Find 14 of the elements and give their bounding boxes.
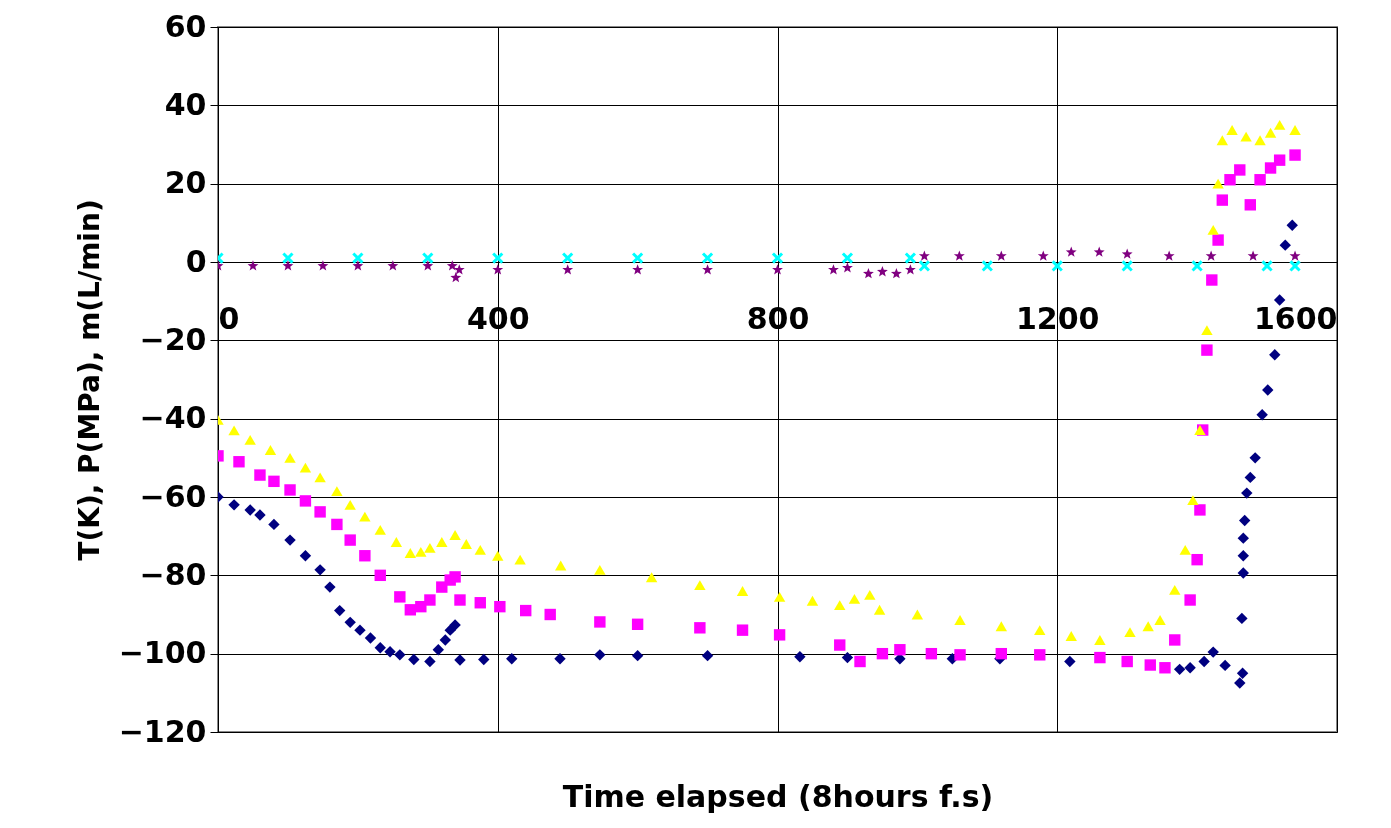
y-tick-label: −120: [118, 713, 207, 749]
y-tick-label: 40: [164, 86, 207, 122]
y-tick-label: −60: [139, 478, 207, 514]
x-tick-label: 0: [218, 300, 240, 336]
y-tick-label: 20: [164, 165, 207, 201]
y-tick-label: −100: [118, 635, 207, 671]
y-tick-label: 0: [185, 243, 207, 279]
y-axis-title: T(K), P(MPa), m(L/min): [72, 199, 106, 561]
y-tick-label: −40: [139, 400, 207, 436]
y-tick-label: −20: [139, 321, 207, 357]
y-tick-label: 60: [164, 8, 207, 44]
x-axis-title: Time elapsed (8hours f.s): [562, 778, 994, 814]
x-tick-label: 1600: [1254, 300, 1338, 336]
y-tick-label: −80: [139, 556, 207, 592]
